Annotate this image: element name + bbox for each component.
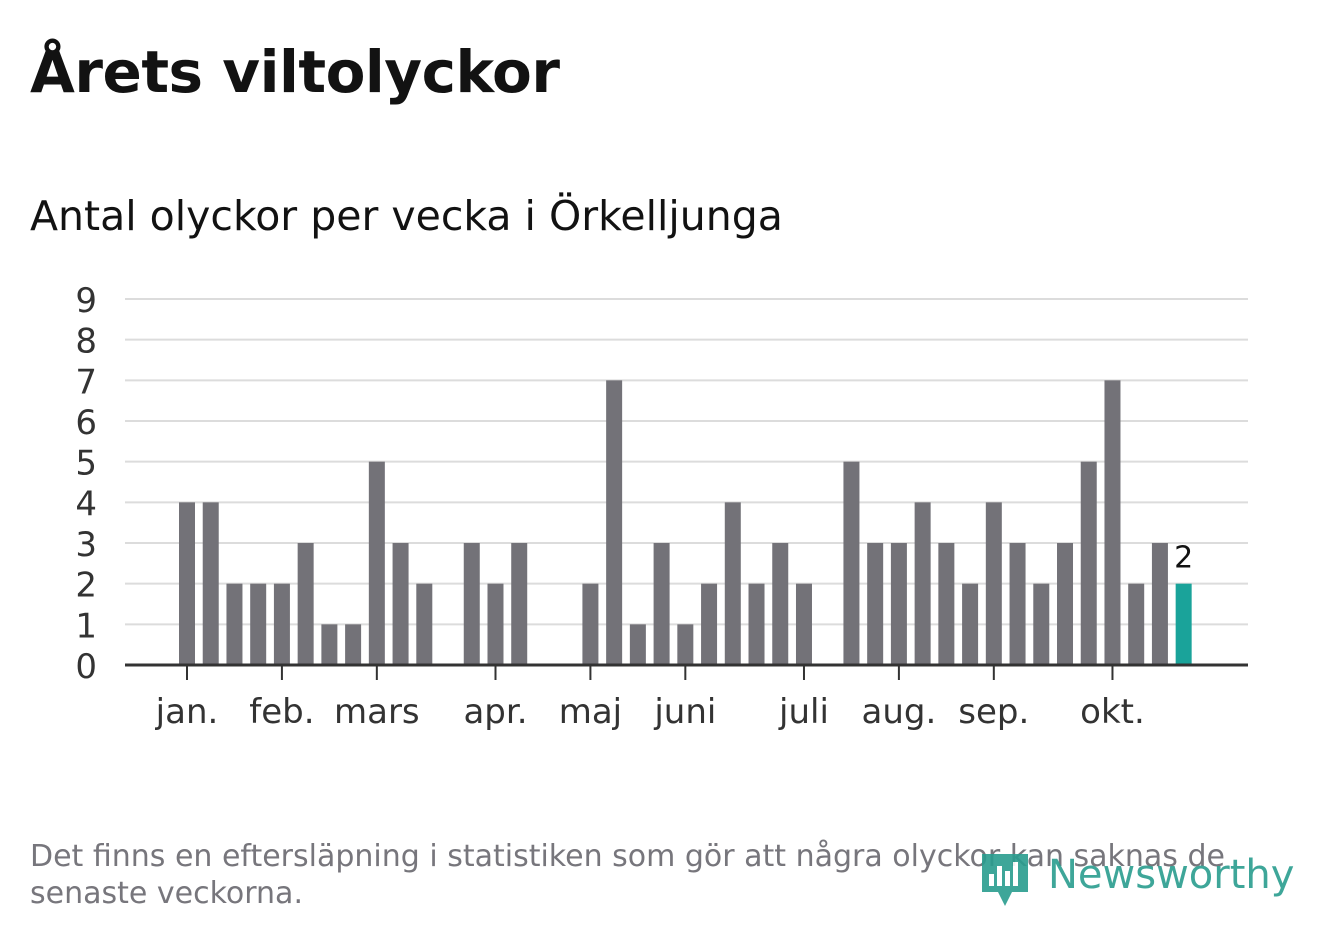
y-tick-label: 9 [75,281,97,321]
newsworthy-logo-text: Newsworthy [1048,852,1294,898]
bar [701,583,718,665]
bar [511,543,528,665]
y-tick-label: 0 [75,647,97,687]
bar [724,502,741,665]
bar [345,624,362,665]
bar [1057,543,1074,665]
y-tick-label: 6 [75,403,97,443]
bar [1151,543,1168,665]
bar [914,502,931,665]
x-tick-label: juli [778,692,829,732]
bar [677,624,694,665]
bar [748,583,765,665]
bar [629,624,646,665]
bar [606,380,623,665]
y-tick-label: 7 [75,362,97,402]
bar [321,624,338,665]
bar [368,461,385,665]
y-tick-label: 4 [75,484,97,524]
bar [795,583,812,665]
bar [273,583,290,665]
bar [843,461,860,665]
bar [772,543,789,665]
data-labels: 2 [1174,541,1193,576]
x-tick-label: mars [334,692,420,732]
bar-highlight [1175,583,1192,665]
y-tick-label: 1 [75,606,97,646]
bar [985,502,1002,665]
bar [890,543,907,665]
x-tick-label: sep. [958,692,1029,732]
grid-lines [125,298,1248,626]
bar [1009,543,1026,665]
x-tick-label: jan. [155,692,219,732]
x-tick-label: maj [559,692,622,732]
x-tick-label: aug. [862,692,937,732]
bar [938,543,955,665]
x-tick-label: okt. [1080,692,1145,732]
bar [487,583,504,665]
bar [962,583,979,665]
bar [653,543,670,665]
bar [250,583,267,665]
bar [463,543,480,665]
x-axis: jan. feb. mars apr. maj juni juli aug. sep. okt. [125,663,1248,732]
bar [867,543,884,665]
newsworthy-logo: Newsworthy [982,852,1294,906]
bar [1128,583,1145,665]
bars [179,380,1192,665]
bar [226,583,243,665]
y-tick-label: 5 [75,444,97,484]
chart-title: Årets viltolyckor [30,38,560,106]
bar [392,543,409,665]
x-tick-label: feb. [249,692,314,732]
chart-subtitle: Antal olyckor per vecka i Örkelljunga [30,192,783,240]
bar [416,583,433,665]
y-tick-label: 8 [75,322,97,362]
bar [1033,583,1050,665]
bar [582,583,599,665]
bar [1104,380,1121,665]
y-tick-label: 2 [75,566,97,606]
x-tick-label: juni [653,692,716,732]
x-tick-label: apr. [463,692,527,732]
y-tick-label: 3 [75,525,97,565]
bar [202,502,219,665]
bar [179,502,195,665]
data-label-latest: 2 [1174,541,1193,576]
bar [297,543,314,665]
bar [1080,461,1097,665]
newsworthy-logo-icon [982,854,1028,906]
